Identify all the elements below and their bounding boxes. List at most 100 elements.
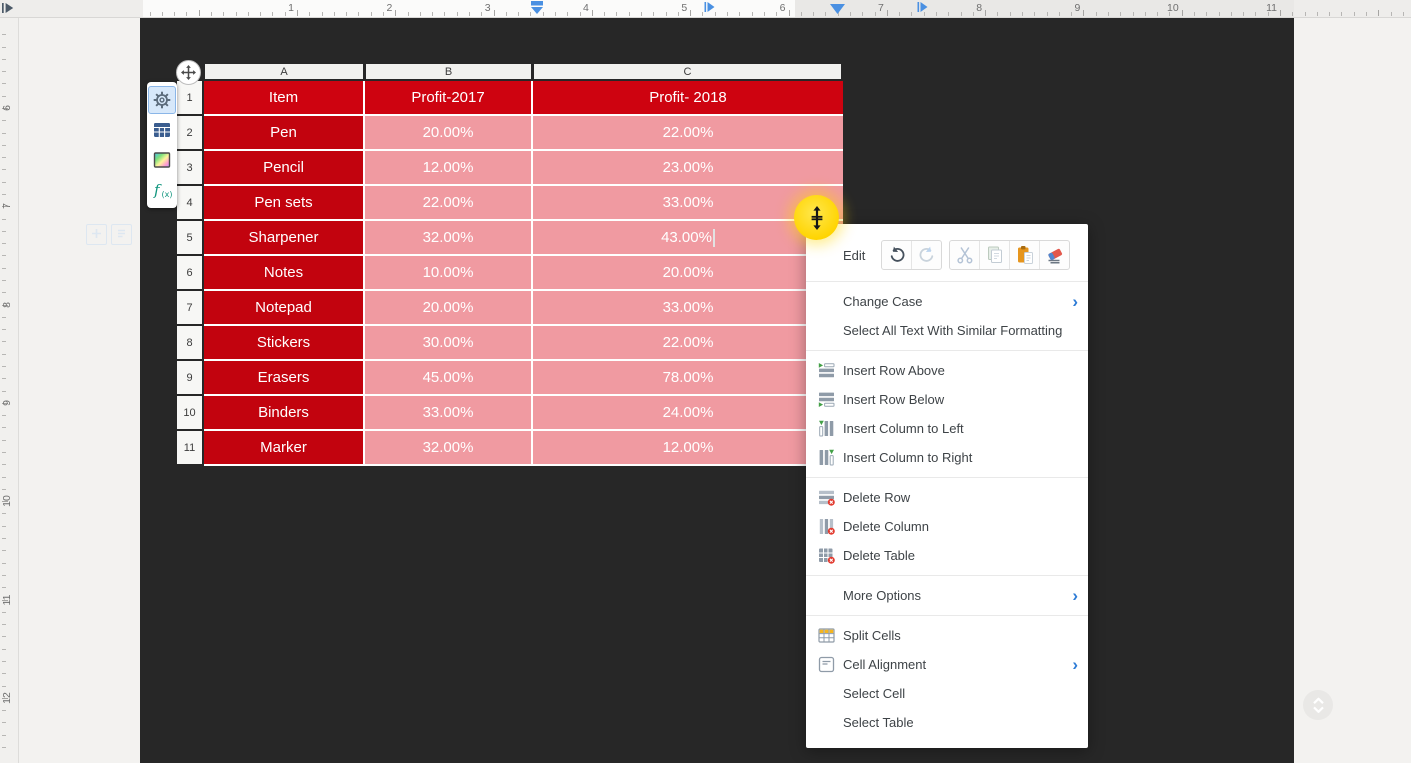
scroll-toggle-button[interactable] bbox=[1303, 690, 1333, 720]
ruler-tick bbox=[641, 12, 643, 16]
cell-A9[interactable]: Erasers bbox=[204, 361, 365, 396]
row-header-7[interactable]: 7 bbox=[177, 291, 202, 324]
cell-B1[interactable]: Profit-2017 bbox=[365, 81, 533, 116]
menu-item-more-options[interactable]: More Options › bbox=[806, 581, 1088, 610]
menu-item-delete-column[interactable]: Delete Column bbox=[806, 512, 1088, 541]
cell-B10[interactable]: 33.00% bbox=[365, 396, 533, 431]
undo-button[interactable] bbox=[882, 241, 911, 269]
table-move-handle[interactable] bbox=[176, 60, 201, 85]
menu-item-cell-alignment[interactable]: Cell Alignment › bbox=[806, 650, 1088, 679]
menu-item-label: Delete Row bbox=[843, 490, 911, 505]
menu-item-delete-row[interactable]: Delete Row bbox=[806, 483, 1088, 512]
menu-item-label: Delete Table bbox=[843, 548, 916, 563]
table-context-menu: Edit Change Case › Select All Text With Si… bbox=[806, 224, 1088, 748]
menu-item-select-table[interactable]: Select Table bbox=[806, 708, 1088, 737]
cell-B11[interactable]: 32.00% bbox=[365, 431, 533, 466]
add-content-button[interactable] bbox=[86, 224, 107, 245]
horizontal-ruler[interactable]: 1 2 3 4 5 6 7 8 9 10 11 bbox=[0, 0, 1411, 18]
ruler-tick bbox=[1390, 12, 1392, 16]
cell-C2[interactable]: 22.00% bbox=[533, 116, 843, 151]
icon-placeholder bbox=[818, 714, 835, 731]
cell-C7[interactable]: 33.00% bbox=[533, 291, 843, 326]
cut-button[interactable] bbox=[950, 241, 979, 269]
row-header-3[interactable]: 3 bbox=[177, 151, 202, 184]
row-header-1[interactable]: 1 bbox=[177, 81, 202, 114]
cell-C3[interactable]: 23.00% bbox=[533, 151, 843, 186]
menu-item-change-case[interactable]: Change Case › bbox=[806, 287, 1088, 316]
cell-A2[interactable]: Pen bbox=[204, 116, 365, 151]
copy-button[interactable] bbox=[979, 241, 1009, 269]
ruler-tick bbox=[2, 427, 6, 429]
cell-B8[interactable]: 30.00% bbox=[365, 326, 533, 361]
cell-B3[interactable]: 12.00% bbox=[365, 151, 533, 186]
row-header-11[interactable]: 11 bbox=[177, 431, 202, 464]
cell-C1[interactable]: Profit- 2018 bbox=[533, 81, 843, 116]
cell-B9[interactable]: 45.00% bbox=[365, 361, 533, 396]
menu-item-insert-row-below[interactable]: Insert Row Below bbox=[806, 385, 1088, 414]
row-header-4[interactable]: 4 bbox=[177, 186, 202, 219]
menu-item-label: Insert Column to Left bbox=[843, 421, 964, 436]
cell-A7[interactable]: Notepad bbox=[204, 291, 365, 326]
row-drag-insert-handle[interactable] bbox=[794, 195, 839, 240]
row-header-8[interactable]: 8 bbox=[177, 326, 202, 359]
cell-C5[interactable]: 43.00% bbox=[533, 221, 843, 256]
menu-item-delete-table[interactable]: Delete Table bbox=[806, 541, 1088, 570]
paste-button[interactable] bbox=[1009, 241, 1039, 269]
vertical-ruler[interactable]: 6 7 8 9 10 11 12 bbox=[0, 17, 19, 763]
settings-gear-button[interactable] bbox=[148, 86, 176, 114]
menu-item-insert-column-to-left[interactable]: Insert Column to Left bbox=[806, 414, 1088, 443]
column-header-b[interactable]: B bbox=[366, 64, 531, 79]
cell-C4[interactable]: 33.00% bbox=[533, 186, 843, 221]
cell-A10[interactable]: Binders bbox=[204, 396, 365, 431]
cell-C9[interactable]: 78.00% bbox=[533, 361, 843, 396]
row-header-10[interactable]: 10 bbox=[177, 396, 202, 429]
cell-A5[interactable]: Sharpener bbox=[204, 221, 365, 256]
cell-C11[interactable]: 12.00% bbox=[533, 431, 843, 466]
cell-A1[interactable]: Item bbox=[204, 81, 365, 116]
row-header-5[interactable]: 5 bbox=[177, 221, 202, 254]
cell-A6[interactable]: Notes bbox=[204, 256, 365, 291]
cell-B4[interactable]: 22.00% bbox=[365, 186, 533, 221]
tab-stop-type-selector[interactable] bbox=[1, 2, 16, 14]
menu-item-insert-column-to-right[interactable]: Insert Column to Right bbox=[806, 443, 1088, 472]
color-palette-button[interactable] bbox=[148, 146, 176, 174]
cell-A4[interactable]: Pen sets bbox=[204, 186, 365, 221]
cell-B2[interactable]: 20.00% bbox=[365, 116, 533, 151]
row-header-6[interactable]: 6 bbox=[177, 256, 202, 289]
menu-item-select-cell[interactable]: Select Cell bbox=[806, 679, 1088, 708]
row-header-2[interactable]: 2 bbox=[177, 116, 202, 149]
format-eraser-button[interactable] bbox=[1039, 241, 1069, 269]
cell-B6[interactable]: 10.00% bbox=[365, 256, 533, 291]
menu-sections: Change Case › Select All Text With Similar… bbox=[806, 285, 1088, 739]
column-header-a[interactable]: A bbox=[205, 64, 363, 79]
formula-button[interactable]: f (x) bbox=[148, 176, 176, 204]
cell-A8[interactable]: Stickers bbox=[204, 326, 365, 361]
cell-alignment-icon bbox=[818, 656, 835, 673]
ruler-tick bbox=[2, 525, 6, 527]
ruler-tick bbox=[579, 12, 581, 16]
cell-C8[interactable]: 22.00% bbox=[533, 326, 843, 361]
row-header-9[interactable]: 9 bbox=[177, 361, 202, 394]
cell-A11[interactable]: Marker bbox=[204, 431, 365, 466]
cell-A3[interactable]: Pencil bbox=[204, 151, 365, 186]
redo-button[interactable] bbox=[911, 241, 941, 269]
format-content-button[interactable] bbox=[111, 224, 132, 245]
ruler-right-indent-marker[interactable] bbox=[830, 4, 845, 15]
ruler-tab-marker[interactable] bbox=[917, 2, 929, 13]
column-header-c[interactable]: C bbox=[534, 64, 841, 79]
cell-C10[interactable]: 24.00% bbox=[533, 396, 843, 431]
ruler-indent-marker[interactable] bbox=[530, 0, 544, 15]
ruler-tick bbox=[161, 12, 163, 16]
cell-C6[interactable]: 20.00% bbox=[533, 256, 843, 291]
ruler-tab-marker[interactable] bbox=[704, 2, 716, 13]
menu-item-insert-row-above[interactable]: Insert Row Above bbox=[806, 356, 1088, 385]
menu-item-split-cells[interactable]: Split Cells bbox=[806, 621, 1088, 650]
margin-quick-actions bbox=[86, 224, 132, 245]
cell-B7[interactable]: 20.00% bbox=[365, 291, 533, 326]
cell-B5[interactable]: 32.00% bbox=[365, 221, 533, 256]
table-button[interactable] bbox=[148, 116, 176, 144]
ruler-tick bbox=[2, 624, 6, 626]
menu-item-select-all-text-with-similar-formatting[interactable]: Select All Text With Similar Formatting bbox=[806, 316, 1088, 345]
ruler-tick bbox=[739, 12, 741, 16]
ruler-tick bbox=[1378, 10, 1380, 16]
